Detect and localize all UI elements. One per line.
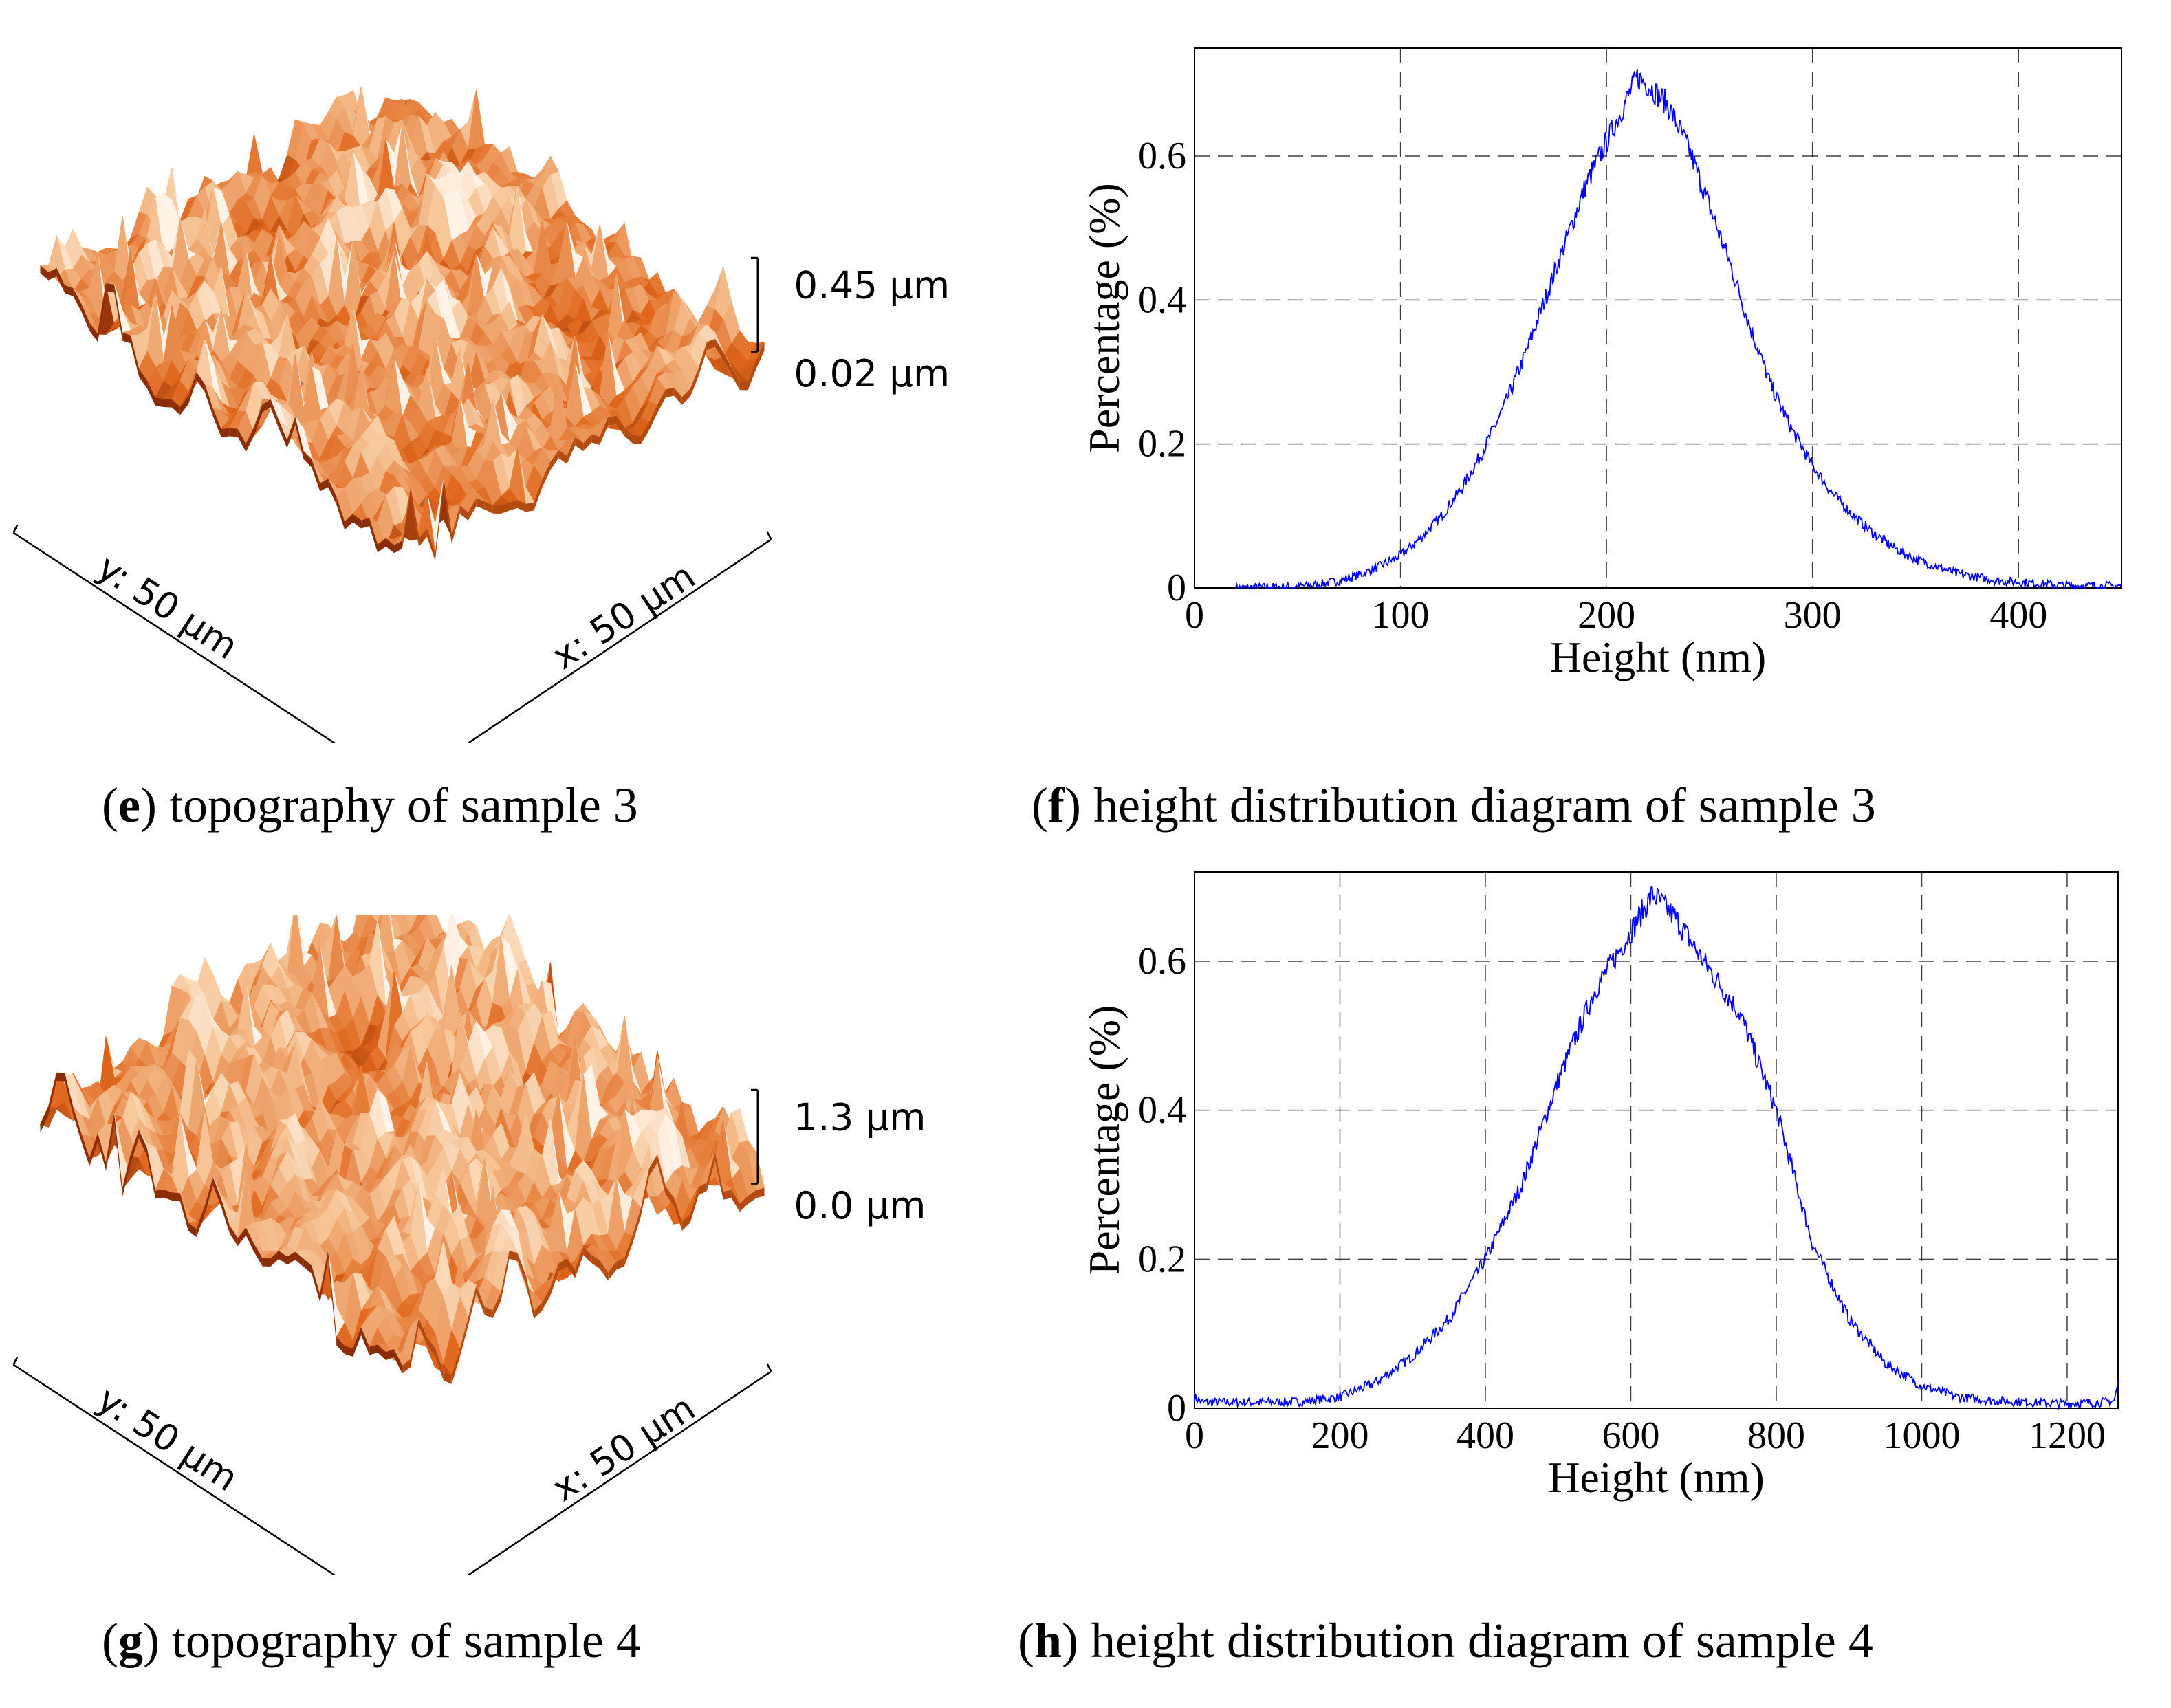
plot-frame (1194, 47, 2122, 589)
caption-g-text: topography of sample 4 (171, 1613, 641, 1668)
y-tick-label: 0.6 (1138, 135, 1186, 177)
x-tick-label: 300 (1784, 594, 1842, 637)
surface-group (39, 879, 765, 1384)
y-axis-title: y: 50 µm (89, 1379, 245, 1500)
x-axis-title: x: 50 µm (545, 555, 703, 678)
caption-g: (g) topography of sample 4 (102, 1613, 641, 1668)
scale-top-label: 1.3 µm (794, 1095, 926, 1139)
x-tick-label: 600 (1602, 1414, 1659, 1457)
x-tick-label: 1000 (1883, 1414, 1960, 1457)
y-tick-label: 0.2 (1138, 1238, 1186, 1280)
axis-tick (12, 1356, 19, 1366)
surface-skirt (40, 265, 765, 561)
plot-frame (1194, 871, 2119, 1409)
surface-group (39, 87, 765, 561)
x-tick-label: 200 (1578, 594, 1635, 637)
y-axis-label: Percentage (%) (1080, 183, 1128, 453)
panel-g: y: 50 µm x: 50 µm 1.3 µm 0.0 µm (0, 879, 1032, 1625)
scale-top-label: 0.45 µm (794, 263, 950, 307)
y-tick-label: 0 (1167, 1387, 1186, 1430)
caption-e-text: topography of sample 3 (168, 778, 638, 833)
x-tick-label: 0 (1185, 1414, 1204, 1457)
scale-bottom-label: 0.0 µm (794, 1183, 926, 1227)
caption-h: (h) height distribution diagram of sampl… (1018, 1613, 1873, 1668)
series-line (1194, 885, 2119, 1411)
caption-e-letter: e (118, 778, 140, 833)
y-tick-label: 0.4 (1138, 1089, 1186, 1132)
caption-g-letter: g (118, 1613, 143, 1668)
caption-f: (f) height distribution diagram of sampl… (1032, 778, 1876, 833)
panel-h: 0 200 400 600 800 1000 1200 0 0.2 0.4 0.6 Height (n… (1032, 839, 2171, 1595)
base-axes: y: 50 µm x: 50 µm (12, 524, 772, 793)
x-tick-label: 400 (1457, 1414, 1514, 1457)
x-tick-label: 1200 (2029, 1414, 2106, 1457)
topography-g: y: 50 µm x: 50 µm 1.3 µm 0.0 µm (12, 879, 926, 1625)
surface-skirt (40, 1073, 765, 1384)
y-tick-label: 0.6 (1138, 940, 1186, 983)
base-axes: y: 50 µm x: 50 µm (12, 1356, 772, 1625)
series-line (1235, 69, 2122, 591)
scale-bottom-label: 0.02 µm (794, 351, 950, 395)
panel-e: y: 50 µm x: 50 µm 0.45 µm 0.02 µm (0, 83, 1032, 793)
caption-f-letter: f (1047, 778, 1065, 833)
caption-e: (e) topography of sample 3 (102, 778, 638, 833)
caption-f-text: height distribution diagram of sample 3 (1093, 778, 1876, 833)
height-scale: 0.45 µm 0.02 µm (751, 256, 950, 395)
y-tick-label: 0 (1167, 567, 1186, 609)
axis-tick (766, 531, 772, 540)
caption-h-letter: h (1034, 1613, 1062, 1668)
y-tick-label: 0.2 (1138, 423, 1186, 466)
height-scale: 1.3 µm 0.0 µm (751, 1088, 926, 1227)
x-axis-title: x: 50 µm (545, 1387, 703, 1510)
topography-e: y: 50 µm x: 50 µm 0.45 µm 0.02 µm (12, 87, 950, 793)
x-tick-label: 0 (1185, 594, 1204, 637)
axis-tick (12, 524, 19, 534)
x-axis-label: Height (nm) (1548, 1453, 1765, 1502)
x-tick-label: 800 (1747, 1414, 1805, 1457)
chart-f: 0 100 200 300 400 0 0.2 0.4 0.6 Height (nm) Percen… (1080, 47, 2122, 681)
y-axis-title: y: 50 µm (89, 547, 245, 668)
y-tick-label: 0.4 (1138, 278, 1186, 321)
chart-h: 0 200 400 600 800 1000 1200 0 0.2 0.4 0.6 Height (n… (1080, 871, 2119, 1502)
x-tick-label: 100 (1372, 594, 1430, 637)
x-axis-label: Height (nm) (1550, 633, 1767, 681)
x-tick-label: 200 (1311, 1414, 1368, 1457)
caption-h-text: height distribution diagram of sample 4 (1091, 1613, 1873, 1668)
axis-tick (766, 1363, 772, 1372)
x-tick-label: 400 (1989, 594, 2047, 637)
panel-f: 0 100 200 300 400 0 0.2 0.4 0.6 Height (nm) Percen… (1032, 0, 2171, 770)
y-axis-label: Percentage (%) (1080, 1005, 1128, 1275)
